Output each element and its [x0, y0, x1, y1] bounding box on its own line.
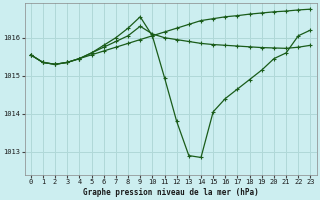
X-axis label: Graphe pression niveau de la mer (hPa): Graphe pression niveau de la mer (hPa)	[83, 188, 259, 197]
